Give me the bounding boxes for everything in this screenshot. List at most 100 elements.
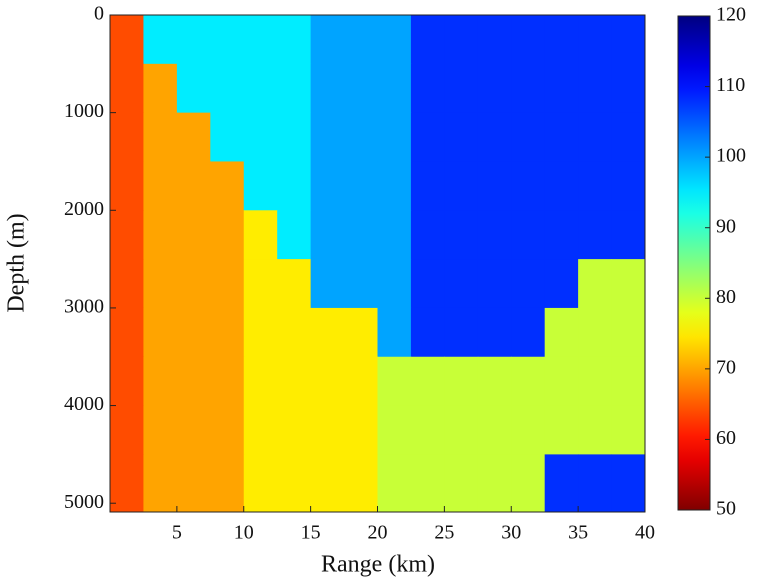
- heatmap-cell: [511, 112, 546, 162]
- heatmap-cell: [176, 307, 211, 358]
- heatmap-cell: [444, 356, 479, 407]
- heatmap-cell: [277, 112, 312, 162]
- heatmap-cell: [143, 63, 178, 114]
- heatmap-cell: [176, 356, 211, 407]
- heatmap-cell: [611, 356, 646, 407]
- heatmap-cell: [243, 454, 278, 513]
- heatmap-cell: [410, 454, 445, 513]
- heatmap-cell: [578, 405, 613, 455]
- heatmap-cell: [110, 307, 144, 358]
- heatmap-cell: [143, 259, 178, 309]
- heatmap-cell: [110, 454, 144, 513]
- heatmap-cell: [243, 161, 278, 211]
- heatmap-cell: [377, 112, 412, 162]
- x-tick-label: 15: [301, 522, 321, 544]
- heatmap-cell: [310, 112, 345, 162]
- heatmap-cell: [210, 454, 245, 513]
- heatmap-cell: [511, 356, 546, 407]
- heatmap-cell: [310, 161, 345, 211]
- colorbar-tick-label: 100: [716, 145, 746, 167]
- heatmap-cell: [444, 15, 479, 65]
- heatmap-cell: [578, 15, 613, 65]
- heatmap-cell: [444, 454, 479, 513]
- heatmap-cell: [210, 112, 245, 162]
- heatmap-cell: [243, 63, 278, 114]
- heatmap-cell: [444, 259, 479, 309]
- heatmap-cell: [544, 210, 579, 260]
- heatmap-cell: [210, 307, 245, 358]
- y-axis-label: Depth (m): [4, 213, 30, 312]
- heatmap-cell: [410, 259, 445, 309]
- heatmap-cell: [410, 356, 445, 407]
- x-axis-label: Range (km): [321, 552, 435, 578]
- heatmap-cell: [410, 15, 445, 65]
- heatmap-cell: [578, 454, 613, 513]
- heatmap-cell: [110, 15, 144, 65]
- heatmap-cell: [277, 161, 312, 211]
- x-tick-label: 35: [568, 522, 588, 544]
- colorbar-tick-label: 80: [716, 286, 736, 308]
- heatmap-cell: [243, 15, 278, 65]
- colorbar-tick-label: 110: [716, 74, 745, 96]
- y-tick-label: 3000: [64, 296, 104, 318]
- heatmap-cell: [310, 63, 345, 114]
- colorbar-tick-label: 120: [716, 4, 746, 26]
- heatmap-cell: [344, 112, 378, 162]
- heatmap-cell: [310, 454, 345, 513]
- colorbar-tick-label: 70: [716, 356, 736, 378]
- y-tick-label: 0: [94, 3, 104, 25]
- heatmap-cell: [377, 356, 412, 407]
- heatmap-cell: [544, 161, 579, 211]
- heatmap-cell: [176, 112, 211, 162]
- heatmap-cell: [611, 15, 646, 65]
- heatmap-cell: [110, 405, 144, 455]
- heatmap-cell: [310, 405, 345, 455]
- heatmap-cell: [210, 15, 245, 65]
- heatmap-cell: [544, 356, 579, 407]
- heatmap-cell: [611, 63, 646, 114]
- heatmap-cell: [578, 307, 613, 358]
- heatmap-cell: [344, 307, 378, 358]
- heatmap-cell: [176, 454, 211, 513]
- heatmap-cell: [277, 356, 312, 407]
- heatmap-cell: [277, 454, 312, 513]
- heatmap-cell: [611, 307, 646, 358]
- heatmap-cell: [110, 161, 144, 211]
- heatmap-cell: [477, 405, 512, 455]
- heatmap-cell: [143, 405, 178, 455]
- colorbar-tick-label: 50: [716, 498, 736, 520]
- heatmap-cell: [578, 210, 613, 260]
- heatmap-cell: [377, 307, 412, 358]
- heatmap-cell: [243, 356, 278, 407]
- heatmap-cell: [511, 307, 546, 358]
- colorbar-tick-label: 60: [716, 427, 736, 449]
- x-tick-label: 20: [368, 522, 388, 544]
- heatmap-cell: [578, 259, 613, 309]
- heatmap-cell: [243, 405, 278, 455]
- heatmap-cell: [143, 307, 178, 358]
- y-tick-label: 5000: [64, 491, 104, 513]
- heatmap-cell: [110, 210, 144, 260]
- heatmap-cell: [344, 63, 378, 114]
- heatmap-cell: [511, 454, 546, 513]
- heatmap-cell: [410, 112, 445, 162]
- heatmap-cell: [444, 63, 479, 114]
- heatmap-cell: [110, 356, 144, 407]
- heatmap-cell: [611, 259, 646, 309]
- heatmap-cell: [143, 210, 178, 260]
- heatmap-cell: [544, 15, 579, 65]
- heatmap-cell: [477, 161, 512, 211]
- x-tick-label: 5: [172, 522, 182, 544]
- heatmap-cell: [611, 210, 646, 260]
- heatmap-cell: [410, 161, 445, 211]
- heatmap-cell: [377, 63, 412, 114]
- heatmap-cell: [477, 112, 512, 162]
- heatmap-cell: [143, 15, 178, 65]
- heatmap-cell: [477, 15, 512, 65]
- heatmap-cell: [310, 307, 345, 358]
- heatmap-cell: [277, 15, 312, 65]
- heatmap-cell: [578, 63, 613, 114]
- heatmap-cell: [611, 454, 646, 513]
- heatmap-cell: [611, 405, 646, 455]
